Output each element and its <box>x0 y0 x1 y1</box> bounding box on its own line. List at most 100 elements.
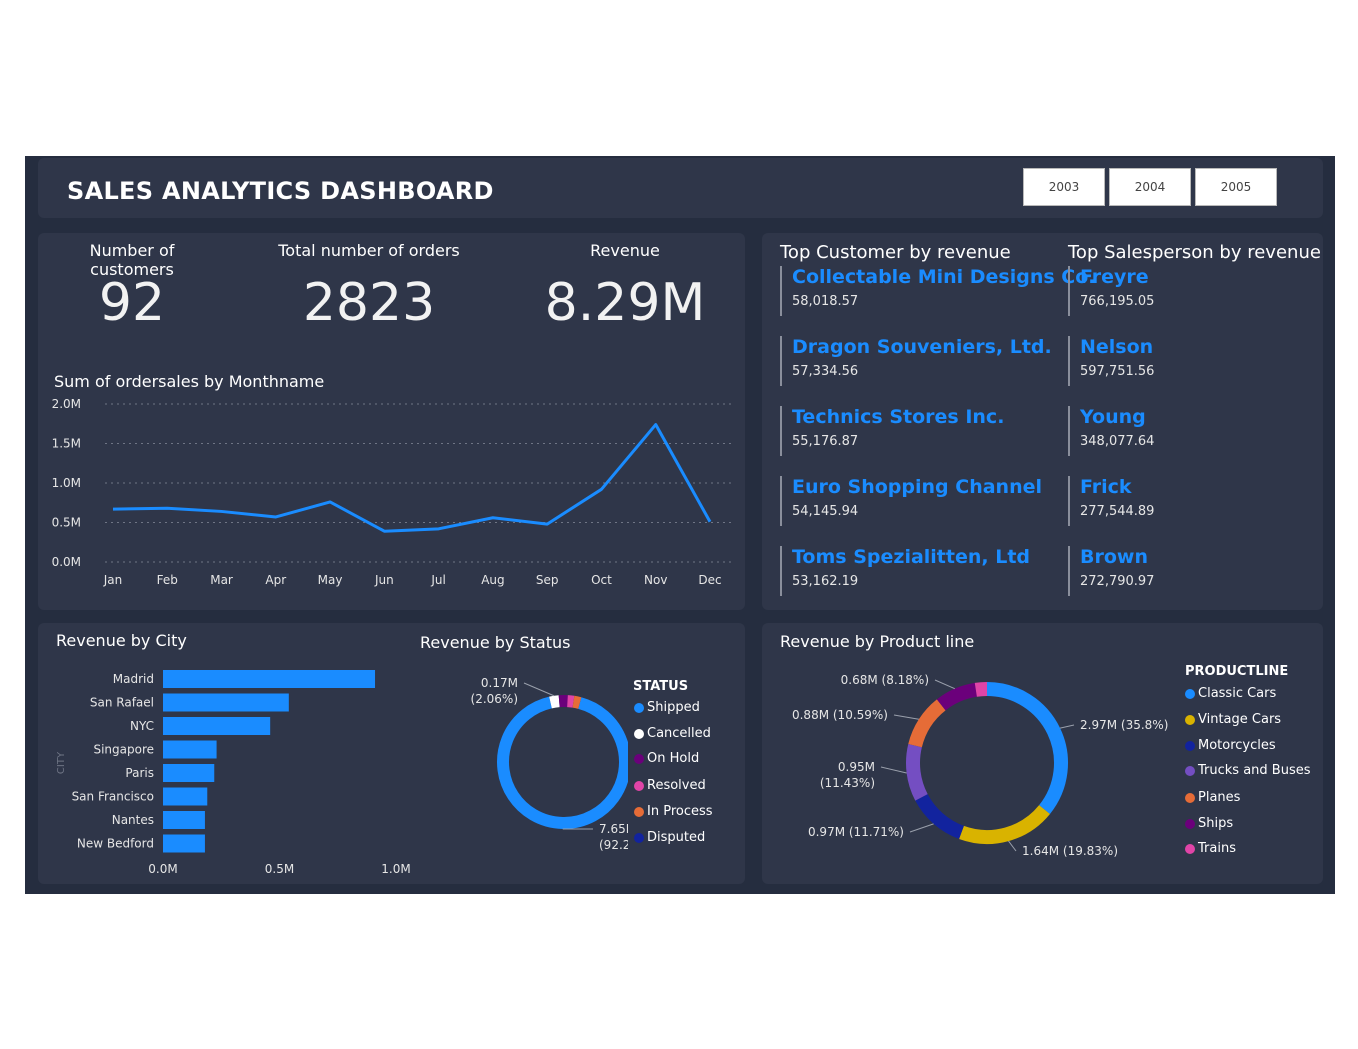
legend-label: Planes <box>1198 790 1241 805</box>
year-slicer-2003[interactable]: 2003 <box>1023 168 1105 206</box>
legend-item-shipped[interactable]: Shipped <box>634 700 700 715</box>
city-chart-title: Revenue by City <box>56 631 187 650</box>
customer-name: Technics Stores Inc. <box>792 406 1005 428</box>
line-chart-title: Sum of ordersales by Monthname <box>54 372 325 391</box>
kpi-revenue-label: Revenue <box>590 241 660 260</box>
legend-item-resolved[interactable]: Resolved <box>634 778 706 793</box>
donut-slice[interactable] <box>906 744 928 801</box>
data-point[interactable] <box>707 519 713 525</box>
data-label: 0.95M <box>838 760 875 774</box>
salesperson-name: Freyre <box>1080 266 1149 288</box>
customer-revenue: 54,145.94 <box>792 504 859 519</box>
legend-item-ships[interactable]: Ships <box>1185 816 1233 831</box>
donut-slice[interactable] <box>497 696 628 829</box>
customer-entry: Dragon Souveniers, Ltd. 57,334.56 <box>780 336 1052 386</box>
bar[interactable] <box>163 670 376 688</box>
x-tick-label: Aug <box>481 573 504 587</box>
donut-slice[interactable] <box>549 695 560 709</box>
data-point[interactable] <box>164 505 170 511</box>
data-point[interactable] <box>327 499 333 505</box>
legend-swatch <box>634 780 644 791</box>
data-point[interactable] <box>436 526 442 532</box>
category-label: San Rafael <box>90 696 154 710</box>
legend-swatch <box>1185 740 1195 751</box>
donut-slice[interactable] <box>908 699 946 748</box>
donut-slice[interactable] <box>986 682 1068 814</box>
x-tick-label: 0.0M <box>148 862 177 876</box>
year-slicer-2005[interactable]: 2005 <box>1195 168 1277 206</box>
donut-slice[interactable] <box>974 682 988 697</box>
legend-swatch <box>634 702 644 713</box>
legend-swatch <box>634 806 644 817</box>
legend-item-on-hold[interactable]: On Hold <box>634 751 699 766</box>
data-point[interactable] <box>653 422 659 428</box>
bar[interactable] <box>163 764 215 782</box>
data-label: 0.88M (10.59%) <box>792 708 888 722</box>
legend-swatch <box>634 728 644 739</box>
bar[interactable] <box>163 717 271 735</box>
legend-label: Trains <box>1198 841 1236 856</box>
header-bar: SALES ANALYTICS DASHBOARD 2003 2004 2005 <box>38 158 1323 218</box>
y-axis-label: CITY <box>56 751 67 774</box>
legend-item-trucks-and-buses[interactable]: Trucks and Buses <box>1185 763 1311 778</box>
legend-item-cancelled[interactable]: Cancelled <box>634 726 711 741</box>
customer-name: Euro Shopping Channel <box>792 476 1043 498</box>
legend-swatch <box>634 832 644 843</box>
x-tick-label: Jan <box>103 573 123 587</box>
series-line <box>112 423 712 533</box>
data-point[interactable] <box>219 508 225 514</box>
salesperson-name: Brown <box>1080 546 1148 568</box>
legend-item-classic-cars[interactable]: Classic Cars <box>1185 686 1276 701</box>
customer-revenue: 53,162.19 <box>792 574 859 589</box>
donut-slice[interactable] <box>936 682 978 711</box>
bar[interactable] <box>163 693 289 712</box>
legend-label: Disputed <box>647 830 706 845</box>
leader-line <box>909 823 934 833</box>
customer-revenue: 55,176.87 <box>792 434 859 449</box>
customer-name: Toms Spezialitten, Ltd <box>792 546 1031 568</box>
donut-slice[interactable] <box>959 804 1050 844</box>
customer-revenue: 57,334.56 <box>792 364 859 379</box>
donut-slice[interactable] <box>915 793 965 840</box>
kpi-customers-label: Number of customers <box>89 241 175 279</box>
customer-revenue: 58,018.57 <box>792 294 859 309</box>
data-label: (11.43%) <box>820 776 875 790</box>
top-salesperson-heading: Top Salesperson by revenue <box>1068 242 1321 263</box>
legend-item-in-process[interactable]: In Process <box>634 804 713 819</box>
legend-label: Vintage Cars <box>1198 712 1282 727</box>
customer-entry: Collectable Mini Designs Co. 58,018.57 <box>780 266 1096 316</box>
legend-item-disputed[interactable]: Disputed <box>634 830 705 845</box>
data-point[interactable] <box>490 515 496 521</box>
legend-label: Motorcycles <box>1198 738 1276 753</box>
salesperson-revenue: 766,195.05 <box>1080 294 1155 309</box>
data-point[interactable] <box>273 514 279 520</box>
donut-slice[interactable] <box>572 695 582 709</box>
legend-label: Trucks and Buses <box>1198 763 1311 778</box>
legend-label: In Process <box>647 804 713 819</box>
bar[interactable] <box>163 740 217 759</box>
salesperson-revenue: 348,077.64 <box>1080 434 1155 449</box>
category-label: NYC <box>130 719 154 733</box>
top-lists-panel: Top Customer by revenue Top Salesperson … <box>762 233 1323 610</box>
bar[interactable] <box>163 811 205 829</box>
salesperson-name: Frick <box>1080 476 1132 498</box>
legend-item-planes[interactable]: Planes <box>1185 790 1240 805</box>
y-tick-label: 1.0M <box>52 476 81 490</box>
legend-item-motorcycles[interactable]: Motorcycles <box>1185 738 1276 753</box>
customer-name: Dragon Souveniers, Ltd. <box>792 336 1052 358</box>
bar[interactable] <box>163 834 205 853</box>
dashboard-canvas: SALES ANALYTICS DASHBOARD 2003 2004 2005… <box>25 156 1335 894</box>
data-point[interactable] <box>598 486 604 492</box>
legend-item-trains[interactable]: Trains <box>1185 841 1236 856</box>
legend-item-vintage-cars[interactable]: Vintage Cars <box>1185 712 1281 727</box>
data-point[interactable] <box>544 521 550 527</box>
data-point[interactable] <box>110 506 116 512</box>
data-label: 0.17M <box>481 676 518 690</box>
data-point[interactable] <box>381 528 387 534</box>
leader-line <box>934 679 955 690</box>
x-tick-label: Mar <box>210 573 233 587</box>
legend-swatch <box>1185 688 1195 699</box>
bar[interactable] <box>163 787 208 806</box>
donut-slice[interactable] <box>567 695 575 708</box>
year-slicer-2004[interactable]: 2004 <box>1109 168 1191 206</box>
